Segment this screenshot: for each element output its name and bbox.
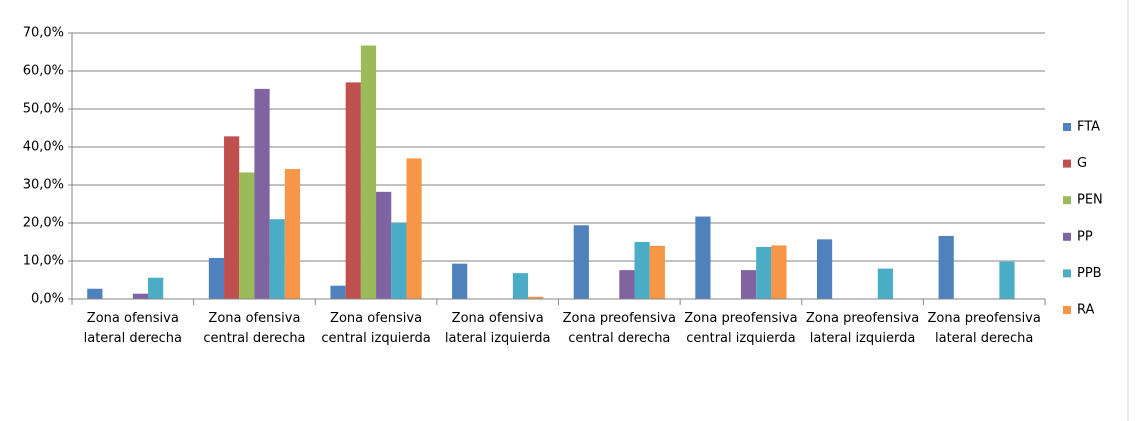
bar: [619, 270, 635, 299]
x-tick-label: Zona preofensiva lateral derecha: [927, 311, 1041, 346]
legend-swatch: [1063, 232, 1071, 241]
bar: [740, 270, 757, 299]
bar: [148, 277, 164, 299]
legend-swatch: [1063, 269, 1071, 278]
bar: [756, 246, 772, 299]
bar: [224, 136, 240, 299]
legend-label: G: [1077, 156, 1087, 171]
bar: [649, 245, 665, 299]
bar: [360, 45, 377, 299]
bar: [239, 172, 255, 299]
x-tick-label: Zona ofensiva central izquierda: [321, 311, 431, 346]
y-tick-label: 40,0%: [23, 140, 64, 155]
y-tick-label: 20,0%: [23, 216, 64, 231]
bar: [284, 169, 301, 299]
legend-swatch: [1063, 159, 1071, 168]
x-tick-label: Zona preofensiva lateral izquierda: [805, 311, 920, 346]
legend-swatch: [1063, 306, 1071, 314]
x-tick-label: Zona ofensiva lateral izquierda: [444, 311, 551, 346]
legend-swatch: [1063, 196, 1071, 205]
bar: [573, 225, 589, 299]
bar: [391, 223, 407, 299]
bar: [528, 296, 544, 299]
bar: [938, 235, 954, 299]
legend-label: FTA: [1077, 120, 1100, 135]
bar: [877, 268, 893, 299]
bar: [452, 263, 468, 299]
bar: [345, 82, 361, 300]
bar: [406, 158, 422, 299]
bar: [87, 288, 103, 299]
bar: [330, 285, 346, 299]
legend-label: RA: [1077, 303, 1095, 318]
legend-label: PP: [1077, 229, 1093, 244]
y-tick-label: 60,0%: [23, 64, 64, 79]
bar: [634, 242, 650, 299]
y-tick-label: 30,0%: [23, 178, 64, 193]
legend-label: PPB: [1077, 266, 1102, 281]
legend-label: PEN: [1077, 193, 1103, 208]
y-tick-label: 0,0%: [31, 292, 64, 307]
bar: [999, 261, 1015, 299]
x-tick-label: Zona ofensiva central derecha: [203, 311, 306, 346]
x-tick-label: Zona ofensiva lateral derecha: [83, 311, 182, 346]
bar: [771, 245, 787, 299]
bar: [816, 239, 833, 299]
bar: [376, 191, 392, 299]
legend-swatch: [1063, 123, 1071, 131]
y-tick-label: 10,0%: [23, 254, 64, 269]
x-tick-label: Zona preofensiva central izquierda: [684, 311, 798, 346]
x-tick-label: Zona preofensiva central derecha: [562, 311, 676, 346]
bar: [269, 219, 285, 299]
y-tick-label: 70,0%: [23, 26, 64, 41]
bar: [512, 273, 529, 299]
bar: [254, 88, 270, 299]
bar: [208, 257, 225, 299]
bar: [132, 293, 149, 299]
y-tick-label: 50,0%: [23, 102, 64, 117]
bar: [695, 216, 711, 299]
